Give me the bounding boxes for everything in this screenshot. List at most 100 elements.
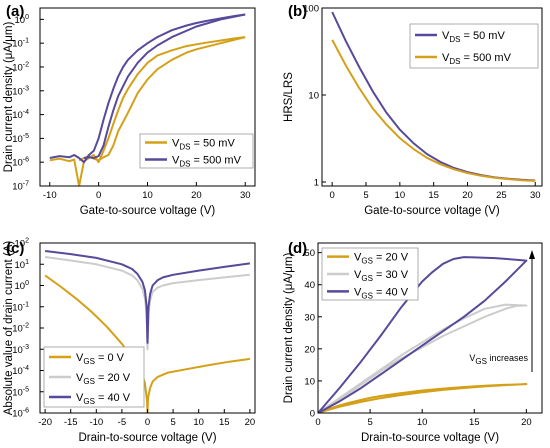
plot-area [49,13,246,186]
legend-entry: VGS = 30 V [354,269,409,283]
legend: VGS = 20 V VGS = 30 V VGS = 40 V [321,247,419,301]
panel-label: (a) [6,3,24,20]
plot-frame [321,7,543,187]
y-tick-label: 0 [310,409,315,420]
x-tick-label: 15 [219,417,230,428]
legend: VDS = 50 mV VDS = 500 mV [139,133,254,169]
x-tick-label: 10 [417,417,428,428]
series-line-0 [49,36,246,186]
arrow-head [529,250,535,259]
annotation-vgs-increases: VGS increases [469,353,528,366]
x-tick-label: -15 [64,417,78,428]
y-axis-label: Drain current density (μA/μm) [3,22,15,173]
y-tick-label: 10-4 [12,109,29,121]
x-tick-label: 5 [367,417,372,428]
legend-entry: VDS = 50 mV [442,30,505,44]
legend-entry: VDS = 50 mV [172,138,235,152]
x-tick-label: 0 [315,417,320,428]
y-tick-label: 10-1 [12,301,29,313]
x-tick-label: 20 [462,190,473,201]
panel-label: (d) [288,240,307,257]
series-line-1 [318,303,528,413]
y-tick-label: 10 [308,91,319,102]
legend-entry: VGS = 40 V [76,392,131,406]
legend: VGS = 0 V VGS = 20 V VGS = 40 V [43,346,145,408]
x-tick-label: 10 [142,190,153,201]
series-line-2 [49,13,246,164]
y-tick-label: 10-4 [12,365,29,377]
legend-entry: VDS = 500 mV [172,155,242,169]
panel-label: (c) [6,240,24,257]
legend-box [409,23,539,69]
x-tick-label: -20 [38,417,52,428]
y-tick-label: 10-7 [12,181,29,193]
x-tick-label: 30 [530,190,541,201]
series-line-1 [44,256,251,351]
series-line-1 [331,39,536,182]
plot-area [331,11,536,182]
x-tick-label: 20 [521,417,532,428]
y-tick-label: 100 [15,14,30,26]
x-tick-label: 25 [496,190,507,201]
x-tick-label: -10 [89,417,103,428]
series-line-0 [318,383,528,413]
legend-entry: VGS = 20 V [354,252,409,266]
y-tick-label: 101 [15,259,30,271]
y-tick-label: 20 [304,344,315,355]
y-tick-label: 10-3 [12,85,29,97]
x-tick-label: -10 [43,190,57,201]
x-tick-label: 0 [96,190,101,201]
panel-label: (b) [288,3,307,20]
y-tick-label: 10 [304,376,315,387]
legend-entry: VDS = 500 mV [442,52,512,66]
y-tick-label: 10-2 [12,323,29,335]
y-tick-label: 10-6 [12,157,29,169]
series-line-2 [44,250,251,344]
legend: VDS = 50 mV VDS = 500 mV [409,23,539,69]
y-tick-label: 100 [15,280,30,292]
x-axis-label: Gate-to-source voltage (V) [364,205,500,217]
panel-c: -20 -15 -10 -5 0 5 10 15 20 10-6 10-5 10-4 10-3 10-2 1… [3,238,256,444]
y-tick-label: 10-3 [12,344,29,356]
y-tick-label: 10-2 [12,61,29,73]
legend-entry: VGS = 0 V [76,352,125,366]
plot-area [44,250,251,413]
series-line-3 [83,13,246,159]
x-tick-label: 20 [191,190,202,201]
x-tick-label: 5 [170,417,175,428]
x-tick-label: 0 [145,417,150,428]
y-tick-label: 10-5 [12,386,29,398]
legend-box [139,133,254,169]
plot-frame [317,242,543,414]
y-tick-label: 100 [303,4,319,15]
y-tick-label: 10-5 [12,133,29,145]
panel-d: 0 5 10 15 20 0 10 20 30 40 50(d) Drain-to-source vo… [283,240,543,444]
x-tick-label: 20 [245,417,256,428]
y-tick-label: 102 [15,238,30,250]
y-tick-label: 10-1 [12,38,29,50]
y-tick-label: 50 [304,248,315,259]
x-tick-label: -5 [118,417,126,428]
y-tick-label: 30 [304,312,315,323]
panel-a: -10 0 10 20 30 10-7 10-6 10-5 10-4 10-3 10-2 10-1 10… [3,3,256,217]
y-tick-label: 10-6 [12,408,29,420]
x-axis-label: Drain-to-source voltage (V) [361,432,499,444]
legend-entry: VGS = 20 V [76,372,131,386]
x-tick-label: 15 [428,190,439,201]
x-tick-label: 30 [240,190,251,201]
x-tick-label: 5 [363,190,368,201]
y-tick-label: 40 [304,280,315,291]
y-axis-label: Drain current density (μA/μm) [283,253,295,404]
y-axis-label: HRS/LRS [283,72,295,122]
panel-b: 0 5 10 15 20 25 30 1 10 100(b) Gate-to-source volt… [283,3,543,217]
legend-entry: VGS = 40 V [354,286,409,300]
x-axis-label: Drain-to-source voltage (V) [78,432,216,444]
y-tick-label: 1 [314,178,319,189]
series-line-0 [44,274,251,413]
x-tick-label: 0 [330,190,335,201]
x-axis-label: Gate-to-source voltage (V) [80,205,216,217]
series-line-2 [318,256,528,413]
y-axis-label: Absolute value of drain current (A) [3,241,15,416]
x-tick-label: 15 [469,417,480,428]
